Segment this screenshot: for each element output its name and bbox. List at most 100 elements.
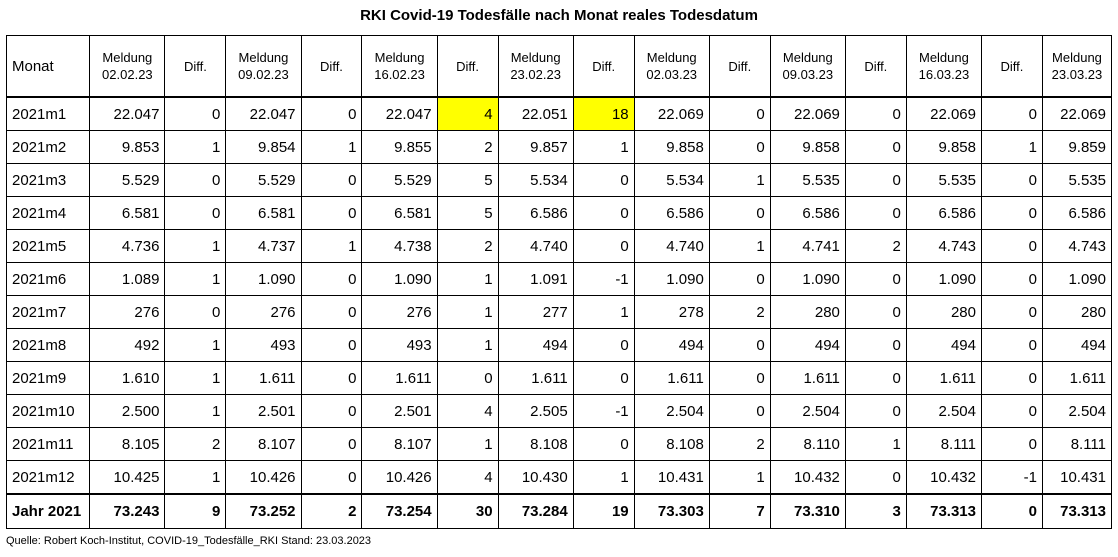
meldung-cell: 494 bbox=[905, 328, 983, 362]
diff-cell: 30 bbox=[436, 493, 499, 529]
diff-cell: 0 bbox=[708, 262, 771, 296]
diff-cell: 0 bbox=[844, 394, 907, 428]
meldung-cell: 8.108 bbox=[633, 427, 710, 461]
meldung-cell: 276 bbox=[361, 295, 438, 329]
meldung-cell: 22.047 bbox=[361, 96, 438, 131]
meldung-cell: 2.501 bbox=[225, 394, 302, 428]
diff-cell: 0 bbox=[844, 130, 907, 164]
meldung-cell: 22.069 bbox=[905, 96, 983, 131]
meldung-cell: 2.500 bbox=[89, 394, 166, 428]
diff-cell: 0 bbox=[572, 328, 635, 362]
header-meldung-date: 16.03.23 bbox=[918, 67, 970, 82]
diff-cell: 1 bbox=[164, 460, 227, 495]
table-row: 2021m3 5.529 0 5.529 0 5.529 5 5.534 0 5.534 1 5.53… bbox=[5, 163, 1113, 197]
meldung-cell: 22.069 bbox=[633, 96, 710, 131]
meldung-cell: 2.505 bbox=[497, 394, 574, 428]
meldung-cell: 9.858 bbox=[905, 130, 983, 164]
diff-cell: 0 bbox=[844, 460, 907, 495]
meldung-cell: 494 bbox=[497, 328, 574, 362]
header-meldung-3: Meldung 16.02.23 bbox=[361, 35, 438, 98]
meldung-cell: 10.431 bbox=[1041, 460, 1113, 495]
diff-cell: 0 bbox=[300, 96, 363, 131]
month-cell: 2021m6 bbox=[5, 262, 91, 296]
header-meldung-date: 16.02.23 bbox=[374, 67, 425, 82]
meldung-cell: 1.090 bbox=[905, 262, 983, 296]
meldung-cell: 10.432 bbox=[769, 460, 846, 495]
meldung-cell: 280 bbox=[769, 295, 846, 329]
header-meldung-7: Meldung 16.03.23 bbox=[905, 35, 983, 98]
diff-cell: 1 bbox=[164, 361, 227, 395]
meldung-cell: 10.425 bbox=[89, 460, 166, 495]
meldung-cell: 494 bbox=[769, 328, 846, 362]
meldung-cell: 494 bbox=[633, 328, 710, 362]
meldung-cell: 1.611 bbox=[497, 361, 574, 395]
meldung-cell: 1.611 bbox=[633, 361, 710, 395]
meldung-cell: 5.529 bbox=[361, 163, 438, 197]
diff-cell: 2 bbox=[844, 229, 907, 263]
meldung-cell: 8.110 bbox=[769, 427, 846, 461]
meldung-cell: 6.586 bbox=[497, 196, 574, 230]
meldung-cell: 8.105 bbox=[89, 427, 166, 461]
header-diff-4: Diff. bbox=[572, 35, 635, 98]
diff-cell: 0 bbox=[436, 361, 499, 395]
meldung-cell: 5.529 bbox=[225, 163, 302, 197]
meldung-cell: 4.737 bbox=[225, 229, 302, 263]
diff-cell: 4 bbox=[436, 460, 499, 495]
meldung-cell: 276 bbox=[225, 295, 302, 329]
month-cell: 2021m9 bbox=[5, 361, 91, 395]
meldung-cell: 10.430 bbox=[497, 460, 574, 495]
diff-cell: 4 bbox=[436, 394, 499, 428]
meldung-cell: 5.534 bbox=[497, 163, 574, 197]
header-meldung-label: Meldung bbox=[510, 50, 561, 65]
meldung-cell: 276 bbox=[89, 295, 166, 329]
diff-cell: 0 bbox=[844, 328, 907, 362]
month-cell: 2021m3 bbox=[5, 163, 91, 197]
diff-cell: 1 bbox=[844, 427, 907, 461]
diff-cell: 0 bbox=[844, 295, 907, 329]
diff-cell: 1 bbox=[436, 262, 499, 296]
meldung-cell: 280 bbox=[905, 295, 983, 329]
header-meldung-label: Meldung bbox=[1052, 50, 1102, 65]
diff-cell: 0 bbox=[572, 163, 635, 197]
meldung-cell: 10.426 bbox=[225, 460, 302, 495]
table-row: 2021m8 492 1 493 0 493 1 494 0 494 0 494 0 494 0 494 bbox=[5, 328, 1113, 362]
header-meldung-6: Meldung 09.03.23 bbox=[769, 35, 846, 98]
diff-cell: 0 bbox=[708, 196, 771, 230]
diff-cell: 0 bbox=[708, 328, 771, 362]
month-cell: 2021m12 bbox=[5, 460, 91, 495]
diff-cell: 0 bbox=[708, 394, 771, 428]
diff-cell: 5 bbox=[436, 163, 499, 197]
header-meldung-2: Meldung 09.02.23 bbox=[225, 35, 302, 98]
meldung-cell: 5.535 bbox=[905, 163, 983, 197]
diff-cell: 0 bbox=[844, 196, 907, 230]
header-diff-5: Diff. bbox=[708, 35, 771, 98]
diff-cell: 1 bbox=[164, 328, 227, 362]
diff-cell: 0 bbox=[844, 361, 907, 395]
diff-cell: 2 bbox=[436, 130, 499, 164]
meldung-cell: 73.313 bbox=[905, 493, 983, 529]
diff-cell: 0 bbox=[708, 130, 771, 164]
meldung-cell: 22.047 bbox=[89, 96, 166, 131]
diff-cell: 1 bbox=[164, 262, 227, 296]
header-meldung-date: 02.03.23 bbox=[646, 67, 698, 82]
diff-cell: 2 bbox=[436, 229, 499, 263]
meldung-cell: 8.111 bbox=[1041, 427, 1113, 461]
diff-cell: 1 bbox=[708, 460, 771, 495]
diff-cell: 0 bbox=[981, 96, 1043, 131]
table-row: 2021m7 276 0 276 0 276 1 277 1 278 2 280 0 280 0 280 bbox=[5, 295, 1113, 329]
diff-cell: 5 bbox=[436, 196, 499, 230]
diff-cell: 1 bbox=[436, 295, 499, 329]
diff-cell: 1 bbox=[300, 229, 363, 263]
diff-cell: -1 bbox=[572, 394, 635, 428]
meldung-cell: 4.743 bbox=[905, 229, 983, 263]
meldung-cell: 1.091 bbox=[497, 262, 574, 296]
header-diff-3: Diff. bbox=[436, 35, 499, 98]
header-meldung-date: 09.03.23 bbox=[782, 67, 834, 82]
month-cell: 2021m4 bbox=[5, 196, 91, 230]
source-note: Quelle: Robert Koch-Institut, COVID-19_T… bbox=[6, 535, 372, 547]
header-meldung-label: Meldung bbox=[238, 50, 289, 65]
meldung-cell: 2.504 bbox=[769, 394, 846, 428]
header-meldung-4: Meldung 23.02.23 bbox=[497, 35, 574, 98]
diff-cell: 0 bbox=[300, 295, 363, 329]
table-row: 2021m12 10.425 1 10.426 0 10.426 4 10.430 1 10.43… bbox=[5, 460, 1113, 495]
